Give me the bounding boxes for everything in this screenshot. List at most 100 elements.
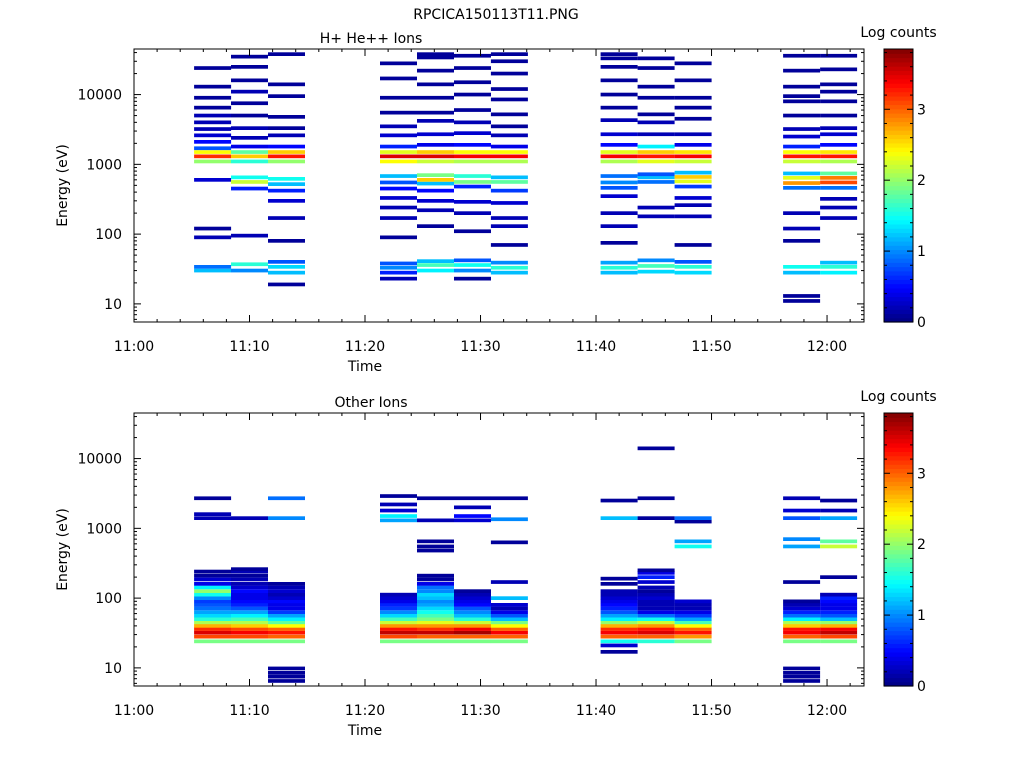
colorbar-swatch	[884, 413, 913, 418]
heatmap-cell	[820, 498, 858, 503]
heatmap-cell	[820, 126, 858, 130]
heatmap-cell	[490, 639, 528, 644]
colorbar-swatch	[884, 100, 913, 106]
colorbar-swatch	[884, 451, 913, 457]
heatmap-cell	[231, 78, 268, 83]
heatmap-cell	[417, 132, 454, 137]
heatmap-cell	[674, 179, 712, 184]
heatmap-cell	[194, 577, 232, 582]
colorbar-tick-label: 1	[917, 244, 926, 260]
colorbar-swatch	[884, 164, 913, 170]
heatmap-cell	[268, 182, 305, 186]
heatmap-cell	[380, 76, 417, 81]
heatmap-cell	[600, 596, 638, 600]
heatmap-cell	[820, 176, 858, 180]
colorbar-swatch	[884, 617, 913, 623]
heatmap-cell	[231, 599, 268, 604]
heatmap-cell	[231, 101, 268, 106]
colorbar-swatch	[884, 61, 913, 67]
heatmap-cell	[674, 170, 712, 175]
colorbar-swatch	[884, 515, 913, 521]
heatmap-cell	[490, 59, 528, 64]
heatmap-cell	[454, 505, 491, 510]
colorbar-swatch	[884, 532, 913, 538]
heatmap-cell	[231, 262, 268, 267]
colorbar-swatch	[884, 189, 913, 195]
heatmap-cell	[417, 178, 454, 182]
heatmap-cell	[268, 239, 305, 243]
colorbar-swatch	[884, 142, 913, 148]
heatmap-cell	[490, 71, 528, 76]
heatmap-cell	[268, 627, 305, 631]
heatmap-cell	[454, 159, 491, 164]
colorbar-swatch	[884, 681, 913, 687]
colorbar-swatch	[884, 236, 913, 242]
heatmap-cell	[820, 113, 858, 118]
heatmap-cell	[454, 268, 491, 273]
heatmap-cell	[231, 603, 268, 607]
heatmap-cell	[783, 674, 821, 679]
heatmap-cell	[380, 630, 417, 635]
heatmap-cell	[417, 573, 454, 578]
colorbar-swatch	[884, 647, 913, 653]
x-tick-label: 11:20	[345, 339, 385, 355]
heatmap-cell	[637, 264, 675, 268]
x-tick-label: 11:30	[460, 703, 500, 719]
heatmap-cell	[268, 599, 305, 604]
heatmap-cell	[194, 512, 232, 516]
heatmap-cell	[417, 52, 454, 56]
heatmap-cell	[454, 514, 491, 518]
heatmap-cell	[820, 216, 858, 220]
heatmap-cell	[600, 224, 638, 228]
colorbar-swatch	[884, 511, 913, 516]
heatmap-cell	[490, 175, 528, 180]
panel-1: 11:00 11:10 11:20 11:30 11:40 11:50 12:0010100…	[55, 389, 937, 739]
heatmap-cell	[674, 265, 712, 269]
heatmap-cell	[783, 53, 821, 58]
heatmap-cell	[674, 603, 712, 607]
heatmap-cell	[490, 624, 528, 628]
colorbar-swatch	[884, 249, 913, 255]
heatmap-cell	[454, 639, 491, 644]
heatmap-cell	[194, 235, 232, 240]
heatmap-cell	[231, 592, 268, 597]
heatmap-cell	[380, 235, 417, 240]
colorbar-swatch	[884, 634, 913, 640]
heatmap-cell	[490, 144, 528, 149]
heatmap-cell	[231, 630, 268, 635]
heatmap-cell	[454, 131, 491, 135]
heatmap-cell	[194, 159, 232, 164]
heatmap-cell	[454, 627, 491, 631]
heatmap-cell	[783, 265, 821, 269]
heatmap-cell	[600, 154, 638, 159]
heatmap-cell	[417, 630, 454, 635]
heatmap-cell	[783, 606, 821, 611]
heatmap-cell	[194, 630, 232, 635]
heatmap-cell	[231, 175, 268, 180]
heatmap-cell	[268, 634, 305, 639]
heatmap-cell	[194, 113, 232, 118]
heatmap-cell	[600, 150, 638, 154]
heatmap-cell	[637, 624, 675, 628]
heatmap-cell	[417, 610, 454, 614]
heatmap-cell	[231, 154, 268, 159]
heatmap-cell	[454, 613, 491, 618]
heatmap-cell	[637, 446, 675, 451]
heatmap-cell	[194, 140, 232, 144]
heatmap-cell	[194, 585, 232, 590]
heatmap-cell	[674, 599, 712, 604]
colorbar-tick-label: 3	[917, 466, 926, 482]
heatmap-cell	[454, 518, 491, 523]
heatmap-cell	[674, 184, 712, 189]
heatmap-cell	[674, 159, 712, 164]
colorbar-label: Log counts	[860, 389, 936, 405]
colorbar-swatch	[884, 87, 913, 93]
heatmap-cell	[454, 229, 491, 234]
heatmap-cell	[820, 613, 858, 618]
heatmap-cell	[417, 548, 454, 553]
heatmap-cell	[454, 154, 491, 159]
heatmap-cell	[490, 617, 528, 621]
colorbar-swatch	[884, 604, 913, 610]
heatmap-cell	[674, 143, 712, 147]
colorbar-swatch	[884, 519, 913, 525]
